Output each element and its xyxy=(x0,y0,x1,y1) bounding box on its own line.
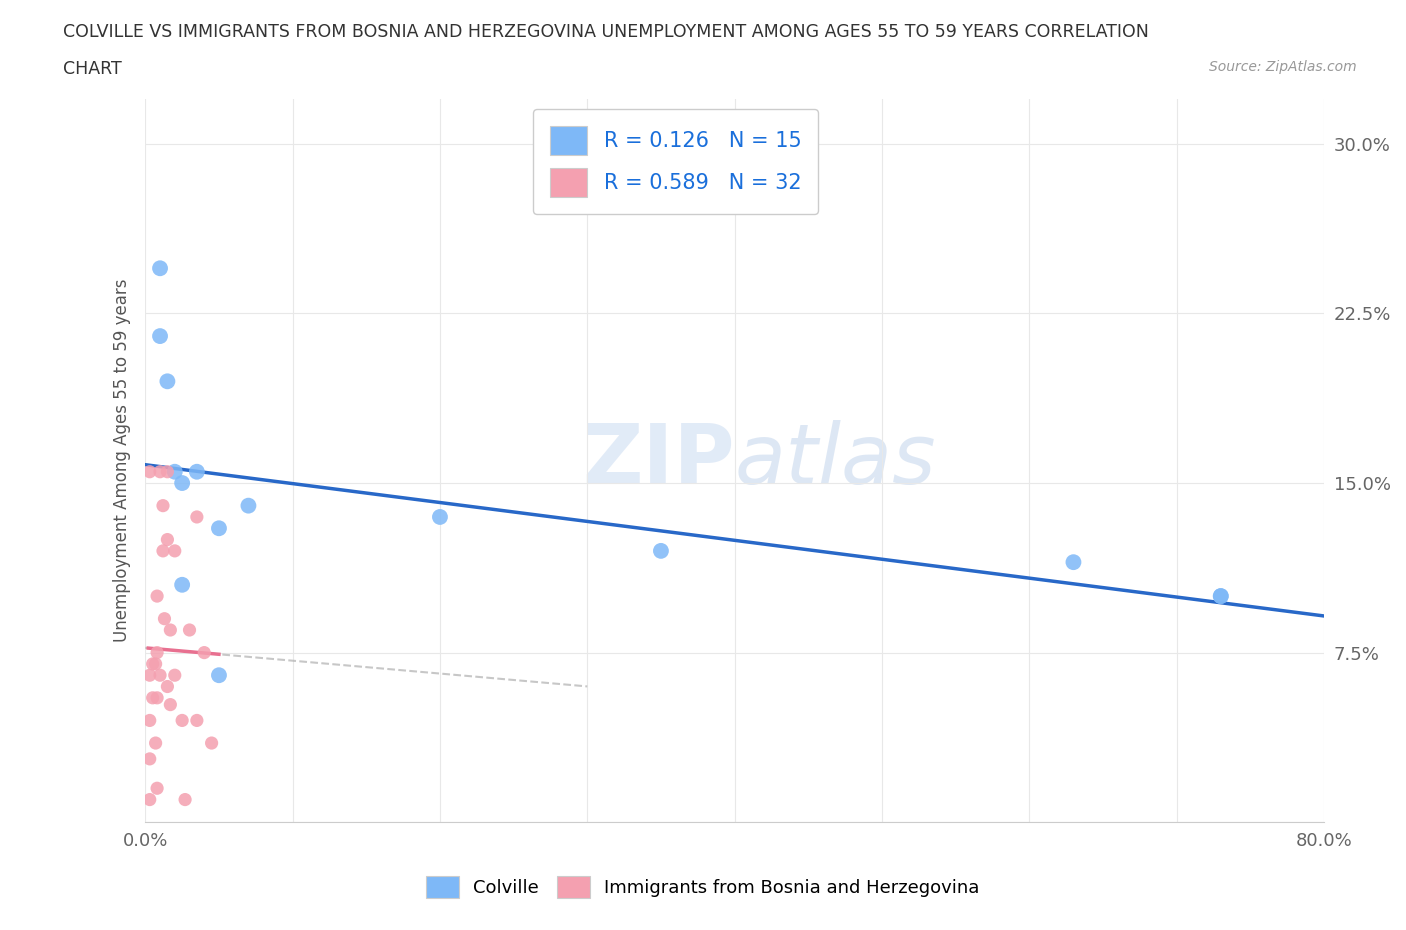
Point xyxy=(179,622,201,637)
Point xyxy=(149,260,172,275)
Legend: R = 0.126   N = 15, R = 0.589   N = 32: R = 0.126 N = 15, R = 0.589 N = 32 xyxy=(533,109,818,214)
Point xyxy=(145,657,167,671)
Point xyxy=(149,328,172,343)
Point xyxy=(172,475,194,490)
Point xyxy=(149,668,172,683)
Point xyxy=(138,713,160,728)
Point xyxy=(138,668,160,683)
Text: Source: ZipAtlas.com: Source: ZipAtlas.com xyxy=(1209,60,1357,74)
Text: atlas: atlas xyxy=(734,420,936,501)
Point xyxy=(163,543,186,558)
Point xyxy=(146,781,169,796)
Point xyxy=(429,510,451,525)
Point xyxy=(159,622,181,637)
Point xyxy=(156,532,179,547)
Point xyxy=(1062,554,1084,569)
Point xyxy=(146,589,169,604)
Point xyxy=(1209,589,1232,604)
Point xyxy=(138,464,160,479)
Point xyxy=(142,657,165,671)
Point xyxy=(650,543,672,558)
Legend: Colville, Immigrants from Bosnia and Herzegovina: Colville, Immigrants from Bosnia and Her… xyxy=(418,867,988,907)
Point xyxy=(186,464,208,479)
Point xyxy=(156,374,179,389)
Point xyxy=(145,736,167,751)
Point xyxy=(142,690,165,705)
Point xyxy=(163,668,186,683)
Point xyxy=(159,698,181,712)
Point xyxy=(152,543,174,558)
Point xyxy=(186,510,208,525)
Point xyxy=(146,645,169,660)
Point xyxy=(138,751,160,766)
Text: ZIP: ZIP xyxy=(582,420,734,501)
Point xyxy=(153,611,176,626)
Point xyxy=(163,464,186,479)
Point xyxy=(238,498,260,513)
Point xyxy=(172,713,194,728)
Y-axis label: Unemployment Among Ages 55 to 59 years: Unemployment Among Ages 55 to 59 years xyxy=(114,279,131,643)
Text: CHART: CHART xyxy=(63,60,122,78)
Point xyxy=(152,498,174,513)
Text: COLVILLE VS IMMIGRANTS FROM BOSNIA AND HERZEGOVINA UNEMPLOYMENT AMONG AGES 55 TO: COLVILLE VS IMMIGRANTS FROM BOSNIA AND H… xyxy=(63,23,1149,41)
Point xyxy=(201,736,224,751)
Point xyxy=(174,792,197,807)
Point xyxy=(208,668,231,683)
Point xyxy=(193,645,215,660)
Point xyxy=(1209,589,1232,604)
Point xyxy=(208,521,231,536)
Point xyxy=(138,792,160,807)
Point xyxy=(186,713,208,728)
Point xyxy=(149,464,172,479)
Point xyxy=(172,578,194,592)
Point xyxy=(156,679,179,694)
Point xyxy=(146,690,169,705)
Point xyxy=(156,464,179,479)
